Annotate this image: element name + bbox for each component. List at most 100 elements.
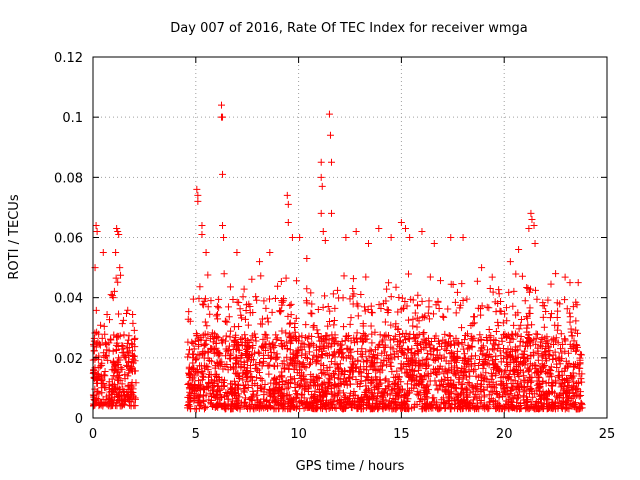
data-point <box>538 336 546 344</box>
data-point <box>308 400 316 408</box>
data-point <box>413 341 421 349</box>
data-point <box>189 359 197 367</box>
data-point <box>290 375 298 383</box>
data-point <box>477 311 485 319</box>
data-point <box>513 394 521 402</box>
data-point <box>249 404 257 412</box>
data-point <box>392 320 400 328</box>
data-point <box>336 375 344 383</box>
data-point <box>303 299 311 307</box>
data-point <box>497 377 505 385</box>
data-point <box>410 371 418 379</box>
data-point <box>481 374 489 382</box>
data-point <box>470 393 478 401</box>
data-point <box>252 293 260 301</box>
data-point <box>276 400 284 408</box>
data-point <box>92 306 100 314</box>
data-point <box>191 337 199 345</box>
data-point <box>317 360 325 368</box>
data-point <box>459 367 467 375</box>
data-point <box>331 304 339 312</box>
data-point <box>464 378 472 386</box>
data-point <box>554 339 562 347</box>
data-point <box>199 300 207 308</box>
data-point <box>403 380 411 388</box>
data-point <box>356 383 364 391</box>
data-point <box>436 351 444 359</box>
data-point <box>270 362 278 370</box>
data-point <box>547 363 555 371</box>
data-point <box>574 279 582 287</box>
data-point <box>196 362 204 370</box>
data-point <box>558 349 566 357</box>
data-point <box>450 395 458 403</box>
data-point <box>558 371 566 379</box>
data-point <box>380 299 388 307</box>
data-point <box>243 345 251 353</box>
data-point <box>557 330 565 338</box>
data-point <box>192 355 200 363</box>
data-point <box>330 321 338 329</box>
data-point <box>278 360 286 368</box>
data-point <box>441 338 449 346</box>
data-point <box>381 376 389 384</box>
data-point <box>452 309 460 317</box>
data-point <box>324 322 332 330</box>
data-point <box>420 313 428 321</box>
data-point <box>518 272 526 280</box>
data-point <box>235 346 243 354</box>
data-point <box>432 355 440 363</box>
data-point <box>319 227 327 235</box>
data-point <box>258 376 266 384</box>
data-point <box>356 368 364 376</box>
data-point <box>278 340 286 348</box>
data-point <box>251 364 259 372</box>
data-point <box>417 362 425 370</box>
y-tick-label: 0.04 <box>54 292 83 307</box>
data-point <box>327 158 335 166</box>
data-point <box>520 350 528 358</box>
data-point <box>504 399 512 407</box>
data-point <box>445 332 453 340</box>
data-point <box>285 399 293 407</box>
data-point <box>382 375 390 383</box>
data-point <box>93 388 101 396</box>
data-point <box>529 349 537 357</box>
data-point <box>545 352 553 360</box>
data-point <box>433 346 441 354</box>
data-point <box>553 326 561 334</box>
data-point <box>338 350 346 358</box>
data-point <box>475 405 483 413</box>
data-point <box>263 334 271 342</box>
data-point <box>196 283 204 291</box>
data-point <box>223 318 231 326</box>
data-point <box>118 394 126 402</box>
data-point <box>120 401 128 409</box>
data-point <box>567 386 575 394</box>
data-point <box>395 338 403 346</box>
data-point <box>517 332 525 340</box>
data-point <box>475 373 483 381</box>
data-point <box>503 332 511 340</box>
data-point <box>509 395 517 403</box>
data-point <box>110 359 118 367</box>
data-point <box>202 336 210 344</box>
data-point <box>464 386 472 394</box>
data-point <box>265 295 273 303</box>
data-point <box>575 364 583 372</box>
data-point <box>318 182 326 190</box>
data-point <box>548 403 556 411</box>
data-point <box>492 371 500 379</box>
data-point <box>197 333 205 341</box>
data-point <box>559 340 567 348</box>
data-point <box>230 377 238 385</box>
data-point <box>552 334 560 342</box>
data-point <box>187 381 195 389</box>
axis-ticks <box>92 56 608 419</box>
data-point <box>212 339 220 347</box>
data-point <box>487 375 495 383</box>
data-point <box>370 404 378 412</box>
data-point <box>526 288 534 296</box>
data-point <box>489 388 497 396</box>
data-point <box>474 304 482 312</box>
